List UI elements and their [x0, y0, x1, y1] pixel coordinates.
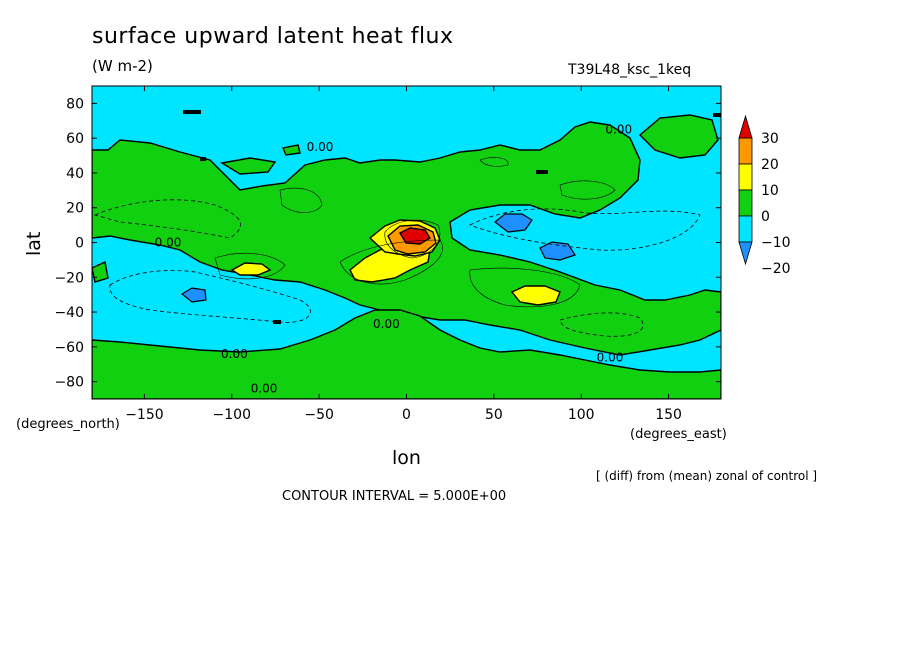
- colorbar-segment: [738, 189, 753, 217]
- x-tick-label: −50: [304, 407, 334, 423]
- y-tick-label: −80: [54, 375, 84, 391]
- x-tick-label: 0: [402, 407, 411, 423]
- y-tick-label: 20: [66, 201, 84, 217]
- y-tick-label: 60: [66, 131, 84, 147]
- y-axis-label: lat: [23, 232, 45, 256]
- contour-interval: CONTOUR INTERVAL = 5.000E+00: [282, 489, 507, 504]
- x-tick-label: −150: [125, 407, 163, 423]
- y-tick-label: −40: [54, 305, 84, 321]
- x-axis: −150 −100 −50 0 50 100 150: [125, 86, 682, 423]
- colorbar: 30 20 10 0 −10 −20: [738, 114, 791, 277]
- x-tick-label: 150: [655, 407, 682, 423]
- run-label: T39L48_ksc_1keq: [568, 62, 692, 78]
- y-tick-label: −20: [54, 270, 84, 286]
- colorbar-max-arrow: [738, 114, 753, 139]
- y-tick-label: −60: [54, 340, 84, 356]
- contour-label: 0.00: [155, 236, 182, 250]
- colorbar-tick-label: −20: [761, 261, 791, 277]
- contour-label: 0.00: [307, 140, 334, 154]
- positive-contours: [214, 157, 616, 308]
- x-tick-label: 100: [568, 407, 595, 423]
- y-tick-label: 40: [66, 166, 84, 182]
- colorbar-segment: [738, 163, 753, 191]
- contour-label-group: 0.00 0.00 0.00 0.00 0.00 0.00 0.00: [155, 122, 633, 395]
- colorbar-segment: [738, 215, 753, 243]
- units-label: (W m-2): [92, 57, 153, 75]
- x-axis-label: lon: [392, 447, 421, 469]
- y-axis: −80 −60 −40 −20 0 20 40 60 80: [54, 96, 721, 391]
- small-detail-marks: [183, 110, 721, 324]
- diff-note: [ (diff) from (mean) zonal of control ]: [596, 469, 818, 483]
- colorbar-tick-label: −10: [761, 235, 791, 251]
- x-tick-label: 50: [485, 407, 503, 423]
- colorbar-tick-label: 30: [761, 131, 779, 147]
- contour-label: 0.00: [221, 347, 248, 361]
- y-unit-label: (degrees_north): [16, 417, 120, 432]
- negative-anomaly-regions: [180, 213, 576, 303]
- colorbar-tick-label: 20: [761, 157, 779, 173]
- x-tick-label: −100: [213, 407, 251, 423]
- contour-label: 0.00: [251, 382, 278, 396]
- colorbar-min-arrow: [738, 241, 753, 266]
- contour-label: 0.00: [605, 122, 632, 136]
- y-tick-label: 80: [66, 96, 84, 112]
- colorbar-segment: [738, 137, 753, 165]
- chart-title: surface upward latent heat flux: [92, 24, 454, 49]
- y-tick-label: 0: [75, 236, 84, 252]
- contour-label: 0.00: [597, 350, 624, 364]
- colorbar-tick-label: 0: [761, 209, 770, 225]
- x-unit-label: (degrees_east): [630, 427, 727, 442]
- red-anomaly-region: [399, 227, 431, 245]
- negative-contours: [93, 199, 701, 337]
- contour-label: 0.00: [373, 317, 400, 331]
- colorbar-tick-label: 10: [761, 183, 779, 199]
